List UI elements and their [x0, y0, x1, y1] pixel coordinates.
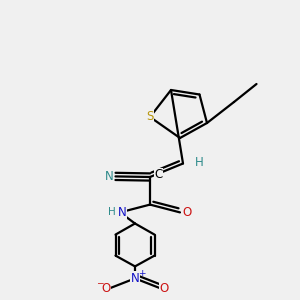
Text: O: O — [101, 281, 110, 295]
Text: +: + — [138, 268, 146, 278]
Text: N: N — [105, 170, 114, 183]
Text: N: N — [130, 272, 140, 285]
Text: C: C — [154, 168, 163, 181]
Text: N: N — [118, 206, 127, 219]
Text: −: − — [96, 279, 104, 288]
Text: H: H — [195, 155, 204, 169]
Text: O: O — [160, 281, 169, 295]
Text: S: S — [146, 110, 154, 124]
Text: O: O — [182, 206, 191, 219]
Text: H: H — [108, 207, 116, 217]
